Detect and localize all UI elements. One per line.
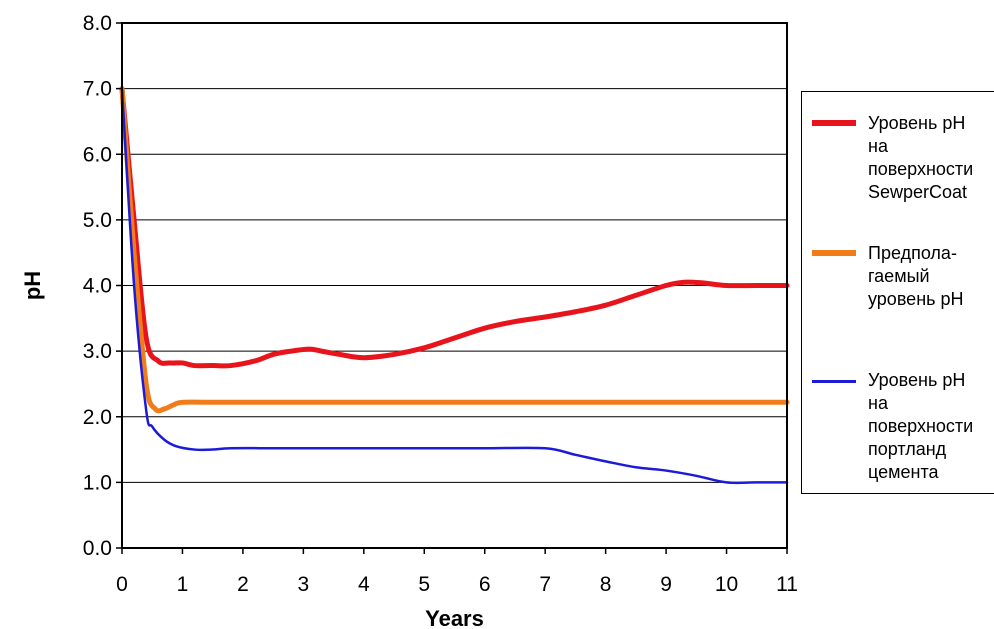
series-layer xyxy=(119,86,790,485)
y-tick-label-7: 7.0 xyxy=(83,78,112,101)
y-tick-label-1: 1.0 xyxy=(83,471,112,494)
legend-swatch-red xyxy=(812,120,856,126)
x-tick-label-5: 5 xyxy=(418,573,430,596)
series-line-1 xyxy=(119,86,790,414)
legend-label-expected: Предпола- гаемый уровень pH xyxy=(868,243,964,309)
legend-swatch-orange xyxy=(812,250,856,256)
x-axis-ticks: 0 1 2 3 4 5 6 7 8 9 10 11 xyxy=(116,548,798,596)
x-tick-label-7: 7 xyxy=(539,573,551,596)
x-tick-label-3: 3 xyxy=(298,573,310,596)
x-axis-title: Years xyxy=(425,606,484,629)
y-tick-label-6: 6.0 xyxy=(83,143,112,166)
x-tick-label-1: 1 xyxy=(177,573,189,596)
legend-swatch-blue xyxy=(812,380,856,383)
x-tick-label-10: 10 xyxy=(715,573,738,596)
y-tick-label-2: 2.0 xyxy=(83,406,112,429)
y-tick-label-5: 5.0 xyxy=(83,209,112,232)
y-axis-ticks: 0.0 1.0 2.0 3.0 4.0 5.0 6.0 7.0 8.0 xyxy=(83,12,122,560)
y-axis-title: pH xyxy=(20,271,45,300)
x-tick-label-11: 11 xyxy=(776,573,798,596)
legend-label-sewpercoat: Уровень pH на поверхности SewperCoat xyxy=(868,113,974,202)
series-line-2 xyxy=(120,87,789,485)
legend-label-portland: Уровень pH на поверхности портланд цемен… xyxy=(868,370,974,482)
gridlines xyxy=(122,88,787,483)
x-tick-label-6: 6 xyxy=(479,573,491,596)
x-tick-label-9: 9 xyxy=(660,573,672,596)
y-tick-label-3: 3.0 xyxy=(83,340,112,363)
series-line-0 xyxy=(119,86,790,369)
y-tick-label-8: 8.0 xyxy=(83,12,112,35)
x-tick-label-4: 4 xyxy=(358,573,370,596)
x-tick-label-8: 8 xyxy=(600,573,612,596)
legend: Уровень pH на поверхности SewperCoat Пре… xyxy=(801,91,994,494)
x-tick-label-2: 2 xyxy=(237,573,249,596)
y-tick-label-4: 4.0 xyxy=(83,275,112,298)
x-tick-label-0: 0 xyxy=(116,573,128,596)
y-tick-label-0: 0.0 xyxy=(83,537,112,560)
